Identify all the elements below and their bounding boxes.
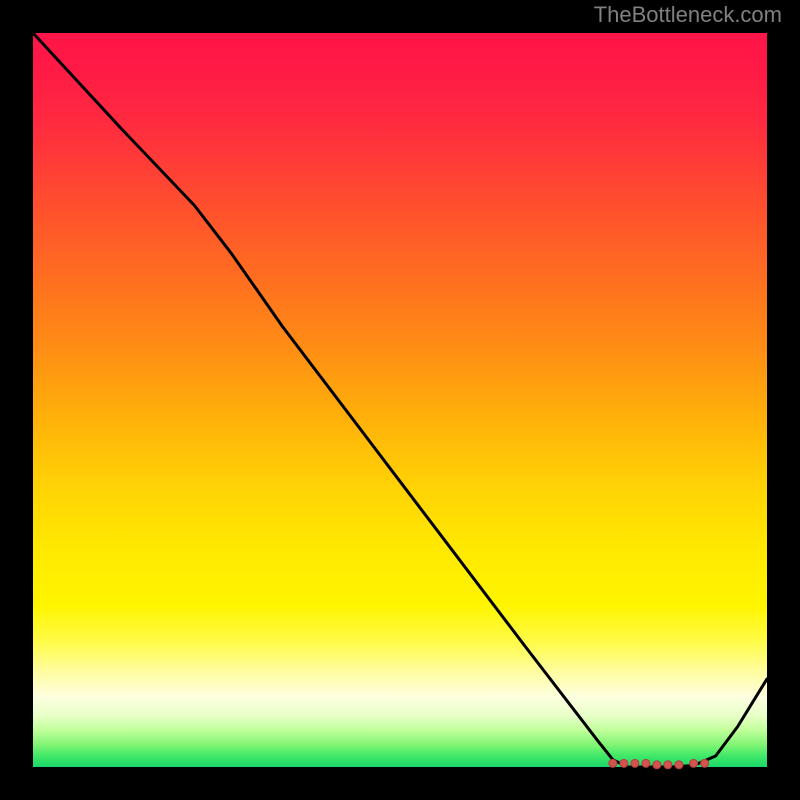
optimal-marker [690, 759, 698, 767]
optimal-marker [664, 761, 672, 769]
optimal-marker [609, 759, 617, 767]
optimal-marker [675, 761, 683, 769]
plot-background [33, 33, 767, 767]
optimal-marker [631, 759, 639, 767]
optimal-marker [620, 759, 628, 767]
bottleneck-chart [0, 0, 800, 800]
chart-container: TheBottleneck.com [0, 0, 800, 800]
marker-group [609, 759, 709, 768]
optimal-marker [701, 759, 709, 767]
optimal-marker [642, 759, 650, 767]
optimal-marker [653, 761, 661, 769]
